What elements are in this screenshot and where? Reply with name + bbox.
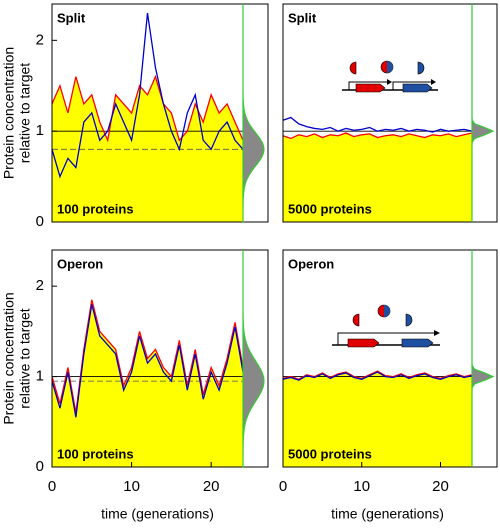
count-label: 100 proteins	[57, 201, 134, 216]
count-label: 100 proteins	[57, 446, 134, 461]
y-axis-label: Protein concentration	[1, 47, 17, 179]
panel-annotation: Operon	[57, 256, 103, 271]
y-tick-label: 0	[36, 458, 44, 475]
y-axis-label: relative to target	[17, 308, 33, 408]
x-tick-label: 20	[432, 478, 449, 495]
series-line	[51, 12, 244, 179]
panel-annotation: Split	[288, 10, 317, 25]
y-axis-label: Protein concentration	[1, 292, 17, 424]
distribution	[471, 250, 495, 467]
series-line	[282, 370, 473, 381]
side-frame	[471, 249, 498, 468]
panel-annotation: Operon	[288, 256, 334, 271]
series-line	[51, 74, 244, 143]
x-tick-label: 10	[123, 478, 140, 495]
x-tick-label: 10	[353, 478, 370, 495]
x-tick-label: 0	[279, 478, 287, 495]
y-tick-label: 0	[36, 213, 44, 230]
area-fill	[283, 371, 472, 467]
count-label: 5000 proteins	[288, 201, 372, 216]
area-fill	[283, 132, 472, 222]
distribution	[242, 250, 265, 468]
area-fill	[52, 299, 243, 467]
series-line	[282, 371, 473, 381]
y-tick-label: 1	[36, 122, 44, 139]
operon-diagram	[332, 304, 440, 348]
side-frame	[471, 3, 498, 223]
panel-annotation: Split	[57, 10, 86, 25]
x-axis-label: time (generations)	[101, 506, 214, 522]
series-line	[282, 116, 473, 133]
series-line	[282, 132, 473, 140]
series-line	[51, 299, 244, 413]
y-tick-label: 1	[36, 368, 44, 385]
y-tick-label: 2	[36, 31, 44, 48]
distribution	[471, 4, 495, 222]
count-label: 5000 proteins	[288, 446, 372, 461]
x-tick-label: 0	[48, 478, 56, 495]
split-diagram	[342, 60, 438, 93]
x-tick-label: 20	[203, 478, 220, 495]
y-tick-label: 2	[36, 277, 44, 294]
side-frame	[242, 3, 269, 223]
series-line	[51, 304, 244, 418]
x-axis-label: time (generations)	[331, 506, 444, 522]
distribution	[242, 4, 265, 223]
y-axis-label: relative to target	[17, 63, 33, 163]
